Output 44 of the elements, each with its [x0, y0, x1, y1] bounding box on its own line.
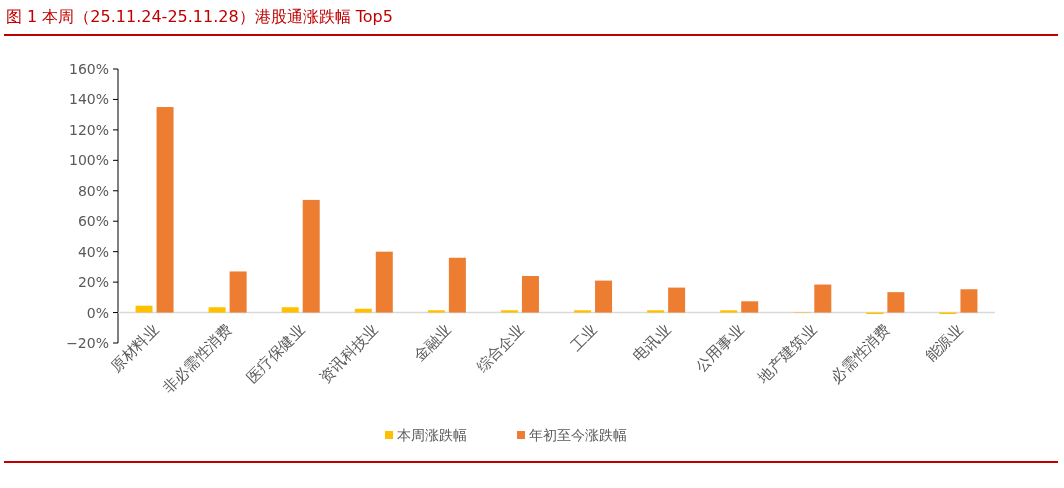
legend-label: 年初至今涨跌幅: [529, 427, 627, 443]
bar: [574, 310, 592, 313]
x-tick-label: 电讯业: [629, 320, 674, 366]
bar: [375, 251, 393, 313]
y-tick-label: 80%: [77, 182, 109, 199]
x-tick-label: 能源业: [921, 320, 967, 366]
x-tick-label: 金融业: [410, 320, 455, 366]
y-tick-label: 40%: [77, 243, 109, 260]
bar: [814, 284, 832, 313]
x-tick-label: 工业: [566, 320, 601, 355]
bar: [595, 280, 613, 313]
bar: [448, 257, 466, 313]
y-tick-label: 0%: [86, 304, 109, 321]
x-tick-label: 公用事业: [691, 320, 748, 376]
bar: [887, 292, 905, 313]
bar: [521, 276, 539, 313]
y-tick-label: 140%: [68, 91, 109, 108]
bar: [668, 287, 686, 313]
bar: [960, 289, 978, 313]
x-tick-label: 资讯科技业: [315, 320, 382, 387]
bar: [500, 310, 518, 313]
bar: [208, 307, 226, 313]
legend-label: 本周涨跌幅: [397, 427, 467, 443]
bar: [156, 107, 174, 313]
x-tick-label: 必需性消费: [827, 320, 894, 387]
y-tick-label: 60%: [77, 213, 109, 230]
bar: [427, 310, 445, 313]
chart-title: 图 1 本周（25.11.24-25.11.28）港股通涨跌幅 Top5: [6, 7, 393, 26]
bar: [135, 305, 153, 313]
bar: [720, 310, 738, 313]
y-tick-label: 120%: [68, 121, 109, 138]
bar: [281, 307, 299, 313]
bar: [354, 308, 372, 313]
y-tick-label: 160%: [68, 61, 109, 77]
bar: [302, 199, 320, 313]
y-tick-label: 100%: [68, 152, 109, 169]
x-tick-label: 地产建筑业: [753, 320, 821, 388]
bar: [647, 310, 665, 313]
x-tick-label: 医疗保健业: [242, 320, 309, 387]
y-tick-label: 20%: [77, 274, 109, 291]
y-tick-label: −20%: [66, 335, 109, 351]
bar: [741, 301, 759, 313]
bar: [229, 271, 247, 313]
x-tick-label: 综合企业: [472, 320, 528, 376]
